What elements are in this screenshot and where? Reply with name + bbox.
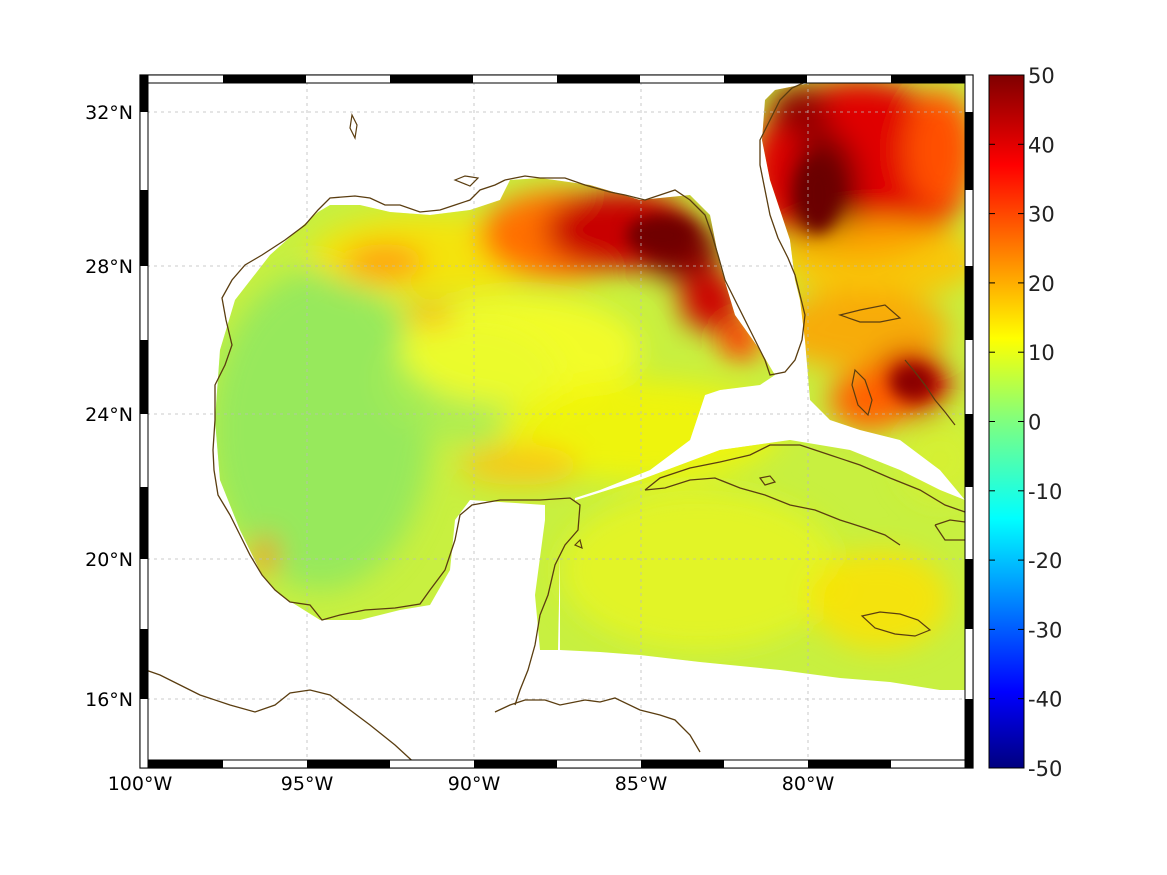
lon-tick-label: 95°W bbox=[281, 773, 334, 795]
lat-tick-label: 32°N bbox=[85, 102, 133, 124]
us-mexico-gulf-coast bbox=[212, 179, 581, 706]
colorbar-tick-label: -20 bbox=[1028, 549, 1062, 573]
bahamas-grand-bahama bbox=[837, 304, 902, 323]
colorbar-tick-label: -50 bbox=[1028, 757, 1062, 781]
cuba-coast bbox=[644, 444, 966, 546]
florida-coast bbox=[504, 74, 821, 376]
longitude-labels: 100°W 95°W 90°W 85°W 80°W bbox=[108, 773, 835, 795]
jamaica-coast bbox=[860, 611, 932, 637]
colorbar: 50 40 30 20 10 0 -10 -20 -30 -40 -50 bbox=[988, 64, 1062, 781]
graticule bbox=[140, 75, 973, 768]
lon-tick-label: 90°W bbox=[448, 773, 501, 795]
colorbar-tick-label: 30 bbox=[1028, 203, 1055, 227]
colorbar-tick-label: 50 bbox=[1028, 64, 1055, 88]
cozumel bbox=[573, 538, 583, 550]
lat-tick-label: 20°N bbox=[85, 549, 133, 571]
hispaniola-coast bbox=[934, 519, 966, 541]
lat-tick-label: 16°N bbox=[85, 689, 133, 711]
colorbar-tick-label: 10 bbox=[1028, 341, 1055, 365]
colorbar-tick-label: 0 bbox=[1028, 411, 1041, 435]
colorbar-tick-label: -40 bbox=[1028, 688, 1062, 712]
coastlines bbox=[139, 74, 966, 769]
lon-tick-label: 80°W bbox=[782, 773, 835, 795]
bahamas-andros bbox=[851, 368, 873, 417]
bahamas-eleuthera bbox=[904, 359, 956, 426]
central-america-caribbean-coast bbox=[494, 697, 701, 753]
colorbar-tick-label: 20 bbox=[1028, 272, 1055, 296]
apalachicola-bay-islands bbox=[349, 113, 480, 187]
colorbar-tick-label: 40 bbox=[1028, 133, 1055, 157]
latitude-labels: 32°N 28°N 24°N 20°N 16°N bbox=[85, 102, 133, 711]
lon-tick-label: 85°W bbox=[615, 773, 668, 795]
map-frame bbox=[139, 74, 974, 769]
lat-tick-label: 28°N bbox=[85, 256, 133, 278]
color-field bbox=[215, 82, 965, 690]
lon-tick-label: 100°W bbox=[108, 773, 173, 795]
isla-de-la-juventud bbox=[758, 475, 777, 486]
lat-tick-label: 24°N bbox=[85, 404, 133, 426]
colorbar-tick-label: -30 bbox=[1028, 618, 1062, 642]
colorbar-ticks: 50 40 30 20 10 0 -10 -20 -30 -40 -50 bbox=[989, 64, 1062, 781]
colorbar-tick-label: -10 bbox=[1028, 480, 1062, 504]
southern-mexico-coast bbox=[139, 667, 421, 769]
